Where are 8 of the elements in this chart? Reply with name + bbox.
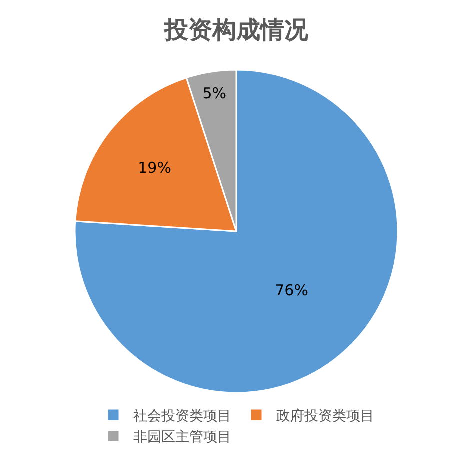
data-label: 76% bbox=[275, 281, 308, 300]
legend-label: 社会投资类项目 bbox=[134, 408, 232, 425]
data-label: 19% bbox=[138, 159, 172, 178]
pie-slice bbox=[74, 69, 399, 394]
legend-label: 政府投资类项目 bbox=[276, 408, 374, 425]
legend-label: 非园区主管项目 bbox=[134, 430, 232, 446]
data-label: 5% bbox=[202, 84, 227, 103]
chart-title: 投资构成情况 bbox=[164, 16, 310, 44]
